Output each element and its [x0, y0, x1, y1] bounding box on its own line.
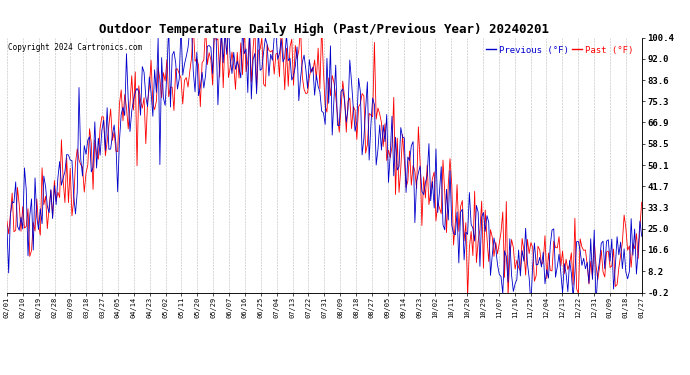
Text: Copyright 2024 Cartronics.com: Copyright 2024 Cartronics.com — [8, 43, 141, 52]
Legend: Previous (°F), Past (°F): Previous (°F), Past (°F) — [482, 42, 637, 58]
Title: Outdoor Temperature Daily High (Past/Previous Year) 20240201: Outdoor Temperature Daily High (Past/Pre… — [99, 23, 549, 36]
